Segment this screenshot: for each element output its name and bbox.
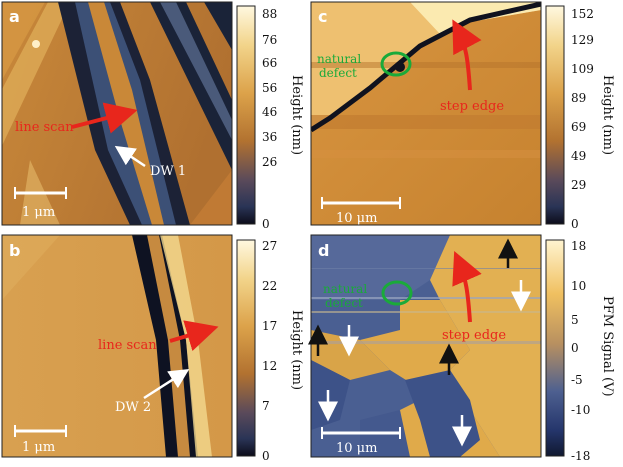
step-edge-label-c: step edge <box>440 99 504 114</box>
tick-d-3: 0 <box>571 341 579 355</box>
colorbar-c-label: Height (nm) <box>600 75 615 155</box>
tick-c-3: 89 <box>571 91 586 105</box>
panel-a-label: a <box>9 7 20 26</box>
colorbar-b-ticks: 27 22 17 12 7 0 <box>262 239 277 463</box>
defect-label-c-2: defect <box>319 66 357 80</box>
line-scan-label-b: line scan <box>98 338 157 353</box>
tick-b-2: 17 <box>262 319 277 333</box>
step-edge-arrow-d <box>452 251 482 323</box>
line-scan-arrow-b <box>169 320 219 352</box>
tick-d-1: 10 <box>571 279 586 293</box>
defect-label-d-2: defect <box>325 296 363 310</box>
tick-a-6: 26 <box>262 155 277 169</box>
scalebar-a-label: 1 μm <box>22 205 55 220</box>
dw2-arrow <box>143 368 190 400</box>
tick-a-4: 46 <box>262 105 277 119</box>
tick-c-2: 109 <box>571 62 594 76</box>
defect-circle-d <box>381 280 413 306</box>
tick-a-0: 88 <box>262 7 277 21</box>
colorbar-d-label: PFM Signal (V) <box>600 296 615 397</box>
tick-a-7: 0 <box>262 217 270 231</box>
panel-c-label: c <box>318 7 327 26</box>
defect-label-d-1: natural <box>323 282 367 296</box>
panel-d-label: d <box>318 241 329 260</box>
panel-d-image <box>311 235 541 457</box>
tick-d-0: 18 <box>571 239 586 253</box>
colorbar-c <box>545 5 565 225</box>
colorbar-a <box>236 5 256 225</box>
tick-b-4: 7 <box>262 399 270 413</box>
colorbar-c-ticks: 152 129 109 89 69 49 29 0 <box>571 7 594 231</box>
tick-d-6: -18 <box>571 449 590 463</box>
dw2-label: DW 2 <box>115 400 151 415</box>
colorbar-b <box>236 239 256 457</box>
scalebar-d-label: 10 μm <box>336 441 377 456</box>
tick-a-5: 36 <box>262 130 277 144</box>
tick-c-1: 129 <box>571 33 594 47</box>
tick-b-1: 22 <box>262 279 277 293</box>
tick-c-5: 49 <box>571 149 586 163</box>
tick-a-1: 76 <box>262 33 277 47</box>
tick-b-3: 12 <box>262 359 277 373</box>
scalebar-c-label: 10 μm <box>336 211 377 226</box>
tick-b-5: 0 <box>262 449 270 463</box>
colorbar-a-ticks: 88 76 66 56 46 36 26 0 <box>262 7 277 231</box>
tick-a-2: 66 <box>262 56 277 70</box>
tick-b-0: 27 <box>262 239 277 253</box>
panel-b-label: b <box>9 241 20 260</box>
tick-d-5: -10 <box>571 403 590 417</box>
tick-d-4: -5 <box>571 373 583 387</box>
panel-c-image <box>311 2 541 225</box>
tick-c-4: 69 <box>571 120 586 134</box>
line-scan-label-a: line scan <box>15 120 74 135</box>
colorbar-b-label: Height (nm) <box>289 310 304 390</box>
colorbar-d-ticks: 18 10 5 0 -5 -10 -18 <box>571 239 590 463</box>
scalebar-b-label: 1 μm <box>22 440 55 455</box>
tick-c-6: 29 <box>571 178 586 192</box>
dw1-arrow <box>114 145 146 168</box>
colorbar-d <box>545 239 565 457</box>
defect-label-c-1: natural <box>317 52 361 66</box>
tick-a-3: 56 <box>262 81 277 95</box>
defect-circle-c <box>380 51 412 77</box>
dw1-label: DW 1 <box>150 164 186 179</box>
tick-c-7: 0 <box>571 217 579 231</box>
step-edge-label-d: step edge <box>442 328 506 343</box>
colorbar-a-label: Height (nm) <box>289 75 304 155</box>
step-edge-arrow-c <box>452 19 482 91</box>
tick-c-0: 152 <box>571 7 594 21</box>
line-scan-arrow-a <box>71 102 138 134</box>
tick-d-2: 5 <box>571 313 579 327</box>
